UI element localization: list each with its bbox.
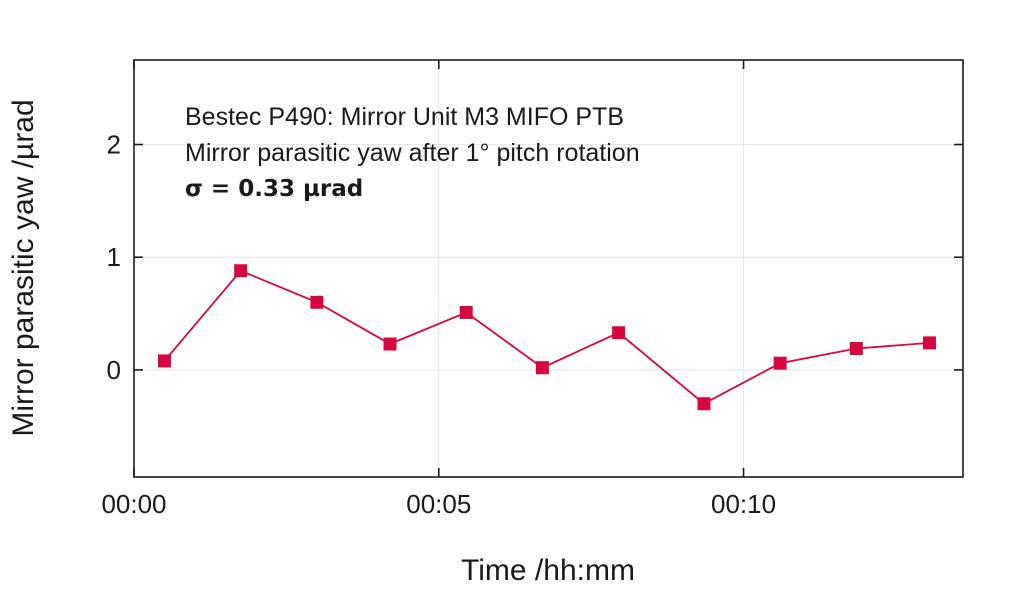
- data-point-marker: [310, 295, 324, 309]
- y-tick-label: 2: [107, 130, 121, 160]
- data-point-marker: [535, 361, 549, 375]
- data-point-marker: [697, 397, 711, 411]
- x-tick-label: 00:00: [101, 489, 166, 519]
- data-point-marker: [383, 337, 397, 351]
- x-tick-label: 00:05: [406, 489, 471, 519]
- series-layer: [157, 264, 936, 411]
- data-point-marker: [459, 305, 473, 319]
- series-line: [163, 269, 930, 405]
- annotation-title: Bestec P490: Mirror Unit M3 MIFO PTB: [185, 103, 624, 131]
- y-axis-title: Mirror parasitic yaw /µrad: [7, 99, 40, 436]
- data-point-marker: [849, 342, 863, 356]
- x-axis-title: Time /hh:mm: [461, 554, 635, 587]
- y-tick-label: 1: [107, 242, 121, 272]
- data-point-marker: [612, 326, 626, 340]
- data-point-marker: [157, 354, 171, 368]
- annotation-subtitle: Mirror parasitic yaw after 1° pitch rota…: [185, 139, 640, 167]
- data-point-marker: [922, 336, 936, 350]
- ticks: 0 1 2 00:00 00:05 00:10: [101, 60, 963, 519]
- x-tick-label: 00:10: [711, 489, 776, 519]
- y-tick-label: 0: [107, 355, 121, 385]
- data-point-marker: [773, 356, 787, 370]
- plot-frame: [133, 59, 964, 478]
- data-point-marker: [234, 264, 248, 278]
- annotation-sigma: σ = 0.33 µrad: [185, 176, 363, 202]
